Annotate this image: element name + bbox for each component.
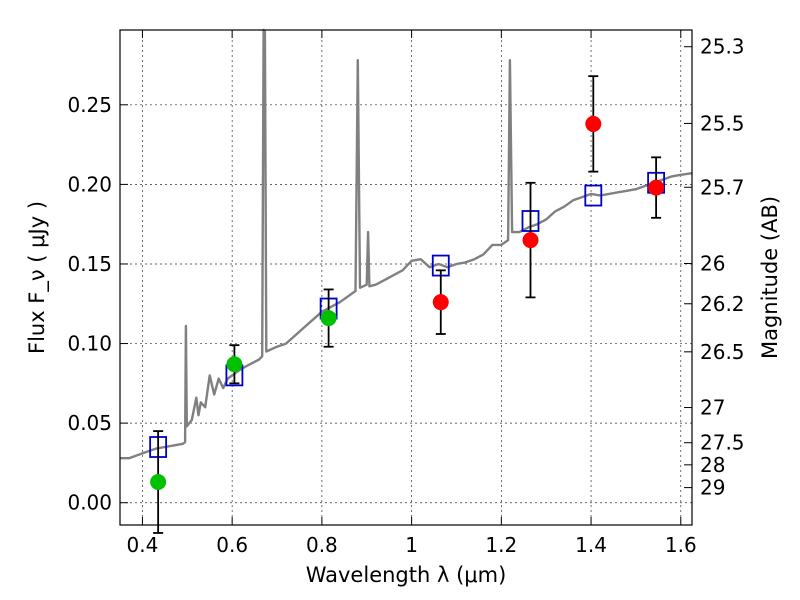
right-tick-label: 27 (700, 396, 725, 420)
x-tick-label: 1.4 (575, 533, 607, 557)
right-tick-label: 29 (700, 476, 725, 500)
spectrum-series (120, 28, 693, 460)
right-tick-label: 25.5 (700, 111, 745, 135)
y-axis-label-left: Flux F_ν ( μJy ) (25, 201, 50, 354)
x-tick-label: 1 (405, 533, 418, 557)
x-tick-label: 1.2 (485, 533, 517, 557)
green-data-point (226, 356, 243, 373)
y-axis-label-right: Magnitude (AB) (758, 196, 782, 359)
right-tick-label: 28 (700, 453, 725, 477)
x-tick-label: 0.6 (216, 533, 248, 557)
y-tick-label: 0.15 (67, 252, 112, 276)
x-tick-label: 0.8 (306, 533, 338, 557)
right-tick-label: 26.5 (700, 340, 745, 364)
x-tick-label: 1.6 (665, 533, 697, 557)
y-tick-label: 0.20 (67, 172, 112, 196)
red-data-point (648, 179, 665, 196)
tick-labels: 0.4 0.6 0.8 1 1.2 1.4 1.6 0.00 0.05 0.10 0.15 0.20 0… (67, 35, 744, 557)
y-tick-label: 0.00 (67, 491, 112, 515)
axis-ticks (120, 30, 692, 525)
right-tick-label: 27.5 (700, 431, 745, 455)
green-data-point (150, 474, 167, 491)
x-tick-label: 0.4 (127, 533, 159, 557)
right-tick-label: 26.2 (700, 292, 745, 316)
y-tick-label: 0.10 (67, 332, 112, 356)
grid (120, 30, 692, 525)
right-tick-label: 26 (700, 251, 725, 275)
spectrum-line (120, 28, 693, 460)
right-tick-label: 25.3 (700, 35, 745, 59)
green-data-point (320, 310, 337, 327)
red-data-point (585, 115, 602, 132)
x-axis-label: Wavelength λ (μm) (306, 563, 507, 587)
red-data-point (522, 232, 539, 249)
model-square (584, 184, 603, 207)
photometry-marks (149, 75, 666, 534)
y-tick-label: 0.05 (67, 411, 112, 435)
y-tick-label: 0.25 (67, 93, 112, 117)
right-tick-label: 25.7 (700, 175, 745, 199)
plot-frame (119, 29, 693, 526)
red-data-point (432, 294, 449, 311)
